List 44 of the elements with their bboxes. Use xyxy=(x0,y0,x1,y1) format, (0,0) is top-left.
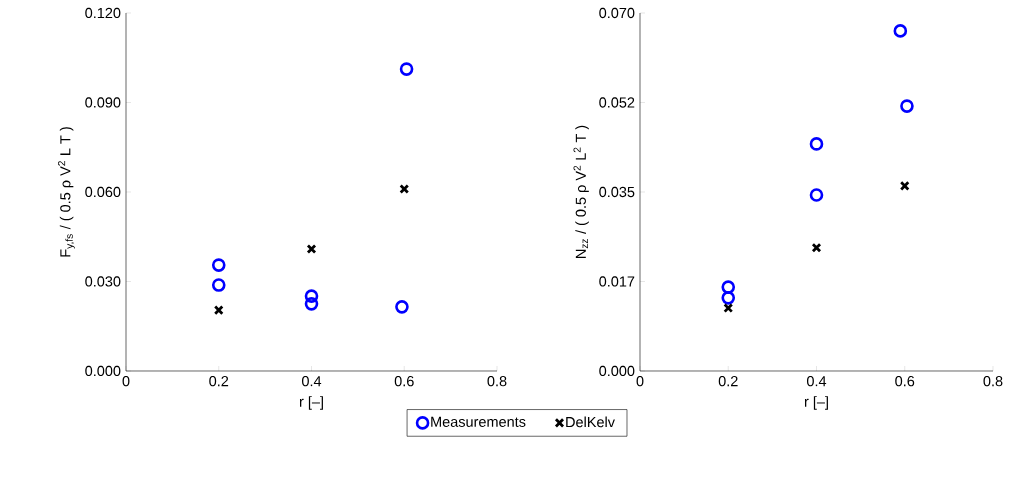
point xyxy=(304,289,319,303)
point xyxy=(211,258,226,272)
point xyxy=(395,300,409,314)
point xyxy=(723,303,734,314)
point xyxy=(721,291,736,305)
point xyxy=(721,280,736,294)
y-tick-label: 0.090 xyxy=(85,97,121,108)
x-tick-label: 0.8 xyxy=(487,376,507,387)
y-tick-label: 0.000 xyxy=(85,365,121,377)
point xyxy=(399,184,410,194)
x-tick-label: 0 xyxy=(636,376,644,387)
y-tick-label: 0.070 xyxy=(599,7,635,19)
point xyxy=(893,24,908,38)
point xyxy=(811,242,822,253)
y-tick-label: 0.030 xyxy=(85,276,121,287)
point xyxy=(304,297,319,311)
x-tick-label: 0.2 xyxy=(718,376,738,387)
x-tick-label: 0.4 xyxy=(806,376,827,387)
point xyxy=(809,188,824,202)
y-tick-label: 0.017 xyxy=(599,276,635,287)
x-tick-label: 0.8 xyxy=(983,376,1003,387)
point xyxy=(213,305,224,316)
y-tick-label: 0.000 xyxy=(599,365,635,377)
legend-label: Measurements xyxy=(431,416,526,427)
point xyxy=(809,137,824,151)
point xyxy=(900,99,914,113)
point xyxy=(306,244,317,254)
y-tick-label: 0.120 xyxy=(85,7,121,19)
legend-label: DelKelv xyxy=(566,416,615,428)
point xyxy=(899,180,910,191)
x-tick-label: 0 xyxy=(122,376,130,387)
y-tick-label: 0.060 xyxy=(85,186,121,198)
x-tick-label: 0.6 xyxy=(394,376,414,387)
point xyxy=(211,278,226,292)
y-axis-title: F$_{y,fs}$ / ( 0.5 ρ V$^{2}$ L T ) xyxy=(58,127,75,257)
x-tick-label: 0.4 xyxy=(301,376,322,387)
point xyxy=(399,62,414,76)
x-tick-label: 0.6 xyxy=(895,376,915,387)
y-tick-label: 0.035 xyxy=(599,186,635,198)
y-axis-title: N$_{zz}$ / ( 0.5 ρ V$^{2}$ L$^{2}$ T ) xyxy=(573,125,589,258)
x-axis-title: r [–] xyxy=(804,396,828,410)
y-tick-label: 0.052 xyxy=(599,97,635,108)
x-tick-label: 0.2 xyxy=(209,376,229,387)
x-axis-title: r [–] xyxy=(299,396,323,410)
